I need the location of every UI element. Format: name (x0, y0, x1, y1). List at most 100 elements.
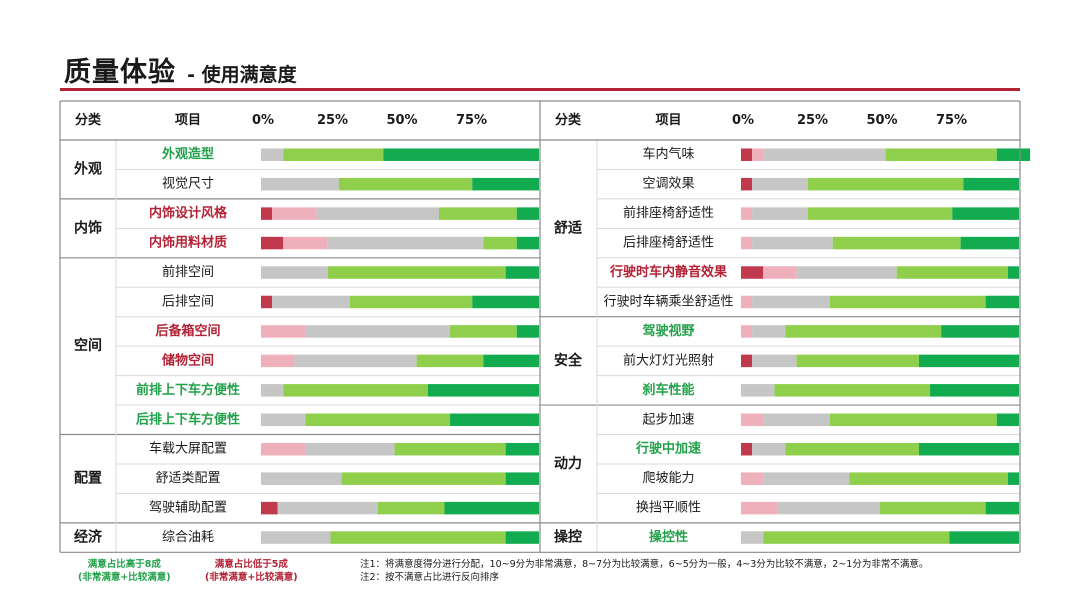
bar-segment (294, 354, 417, 368)
category-label: 经济 (74, 529, 103, 546)
bar-segment (741, 177, 753, 191)
bar-segment (849, 472, 1008, 485)
bar-segment (796, 354, 919, 368)
bar-segment (516, 207, 539, 220)
bar-segment (796, 266, 897, 279)
bar-segment (505, 266, 539, 279)
bar-segment (777, 501, 880, 515)
bar-segment (896, 266, 1008, 279)
bar-segment (763, 266, 797, 279)
item-label: 起步加速 (642, 412, 694, 427)
bar-segment (377, 501, 445, 515)
bar-segment (277, 501, 378, 515)
bar-segment (383, 148, 539, 161)
item-label: 行驶时车辆乘坐舒适性 (603, 293, 733, 309)
title-sub: - 使用满意度 (187, 64, 297, 86)
bar-segment (516, 236, 539, 250)
bar-segment (752, 354, 797, 368)
bar-segment (941, 325, 1019, 338)
bar-segment (741, 472, 764, 485)
bar-segment (316, 207, 439, 220)
bar-segment (763, 413, 830, 427)
bar-segment (416, 354, 484, 368)
legend-bad-line1: 满意占比低于5成 (214, 559, 288, 570)
bar-segment (741, 501, 778, 515)
bar-segment (807, 177, 964, 191)
bar-segment (960, 236, 1019, 250)
bar-segment (774, 384, 931, 397)
bar-segment (483, 236, 517, 250)
bar-segment (472, 177, 539, 191)
bar-segment (763, 472, 850, 485)
bar-segment (261, 266, 328, 279)
axis-tick-50pct: 50% (386, 113, 417, 128)
bar-segment (752, 295, 830, 309)
bar-segment (505, 442, 539, 456)
category-label: 空间 (74, 337, 102, 354)
bar-segment (752, 442, 786, 456)
category-label: 内饰 (74, 219, 102, 236)
header-item: 项目 (655, 113, 681, 128)
bar-segment (752, 325, 786, 338)
bar-segment (930, 384, 1019, 397)
bar-segment (741, 354, 753, 368)
bar-segment (444, 501, 539, 515)
item-label: 内饰用料材质 (149, 235, 227, 251)
header-category: 分类 (75, 112, 102, 128)
axis-tick-0pct: 0% (252, 113, 274, 128)
item-label: 行驶时车内静音效果 (609, 264, 727, 280)
bar-segment (272, 207, 317, 220)
bar-segment (516, 325, 539, 338)
bar-segment (741, 295, 753, 309)
bar-segment (261, 442, 306, 456)
bar-segment (885, 148, 997, 161)
item-label: 行驶中加速 (635, 441, 701, 457)
bar-segment (996, 413, 1019, 427)
bar-segment (741, 236, 753, 250)
item-label: 爬坡能力 (642, 471, 694, 486)
item-label: 空调效果 (642, 177, 694, 192)
category-label: 配置 (74, 470, 102, 487)
note-1: 注1：将满意度得分进行分配，10~9分为非常满意，8~7分为比较满意，6~5分为… (360, 559, 929, 570)
bar-segment (261, 354, 295, 368)
bar-segment (832, 236, 961, 250)
item-label: 驾驶视野 (642, 323, 694, 339)
item-label: 储物空间 (161, 352, 214, 368)
bar-segment (1007, 266, 1019, 279)
item-label: 车内气味 (642, 146, 694, 162)
item-label: 操控性 (649, 529, 688, 545)
item-label: 后排座椅舒适性 (623, 236, 714, 251)
bar-segment (305, 325, 451, 338)
bar-segment (261, 472, 342, 485)
bar-segment (763, 531, 950, 544)
bar-segment (963, 177, 1019, 191)
bar-segment (752, 207, 808, 220)
bar-segment (752, 177, 808, 191)
bar-segment (741, 207, 753, 220)
axis-tick-0pct: 0% (732, 113, 754, 128)
bar-segment (327, 236, 484, 250)
bar-segment (305, 413, 451, 427)
item-label: 前排座椅舒适性 (623, 205, 714, 221)
title-rule (60, 88, 1020, 91)
bar-segment (1007, 472, 1019, 485)
bar-segment (829, 295, 986, 309)
axis-tick-25pct: 25% (317, 113, 348, 128)
bar-segment (949, 531, 1019, 544)
bar-segment (261, 236, 284, 250)
item-label: 前大灯灯光照射 (623, 352, 714, 368)
bar-segment (330, 531, 506, 544)
axis-tick-50pct: 50% (866, 113, 897, 128)
bar-segment (741, 531, 764, 544)
category-label: 外观 (74, 160, 102, 177)
bar-segment (785, 325, 942, 338)
item-label: 内饰设计风格 (149, 205, 228, 221)
bar-segment (505, 472, 539, 485)
bar-segment (505, 531, 539, 544)
bar-segment (752, 236, 833, 250)
bar-segment (283, 384, 428, 397)
category-label: 操控 (554, 529, 582, 546)
bar-segment (261, 413, 306, 427)
bar-segment (985, 295, 1019, 309)
